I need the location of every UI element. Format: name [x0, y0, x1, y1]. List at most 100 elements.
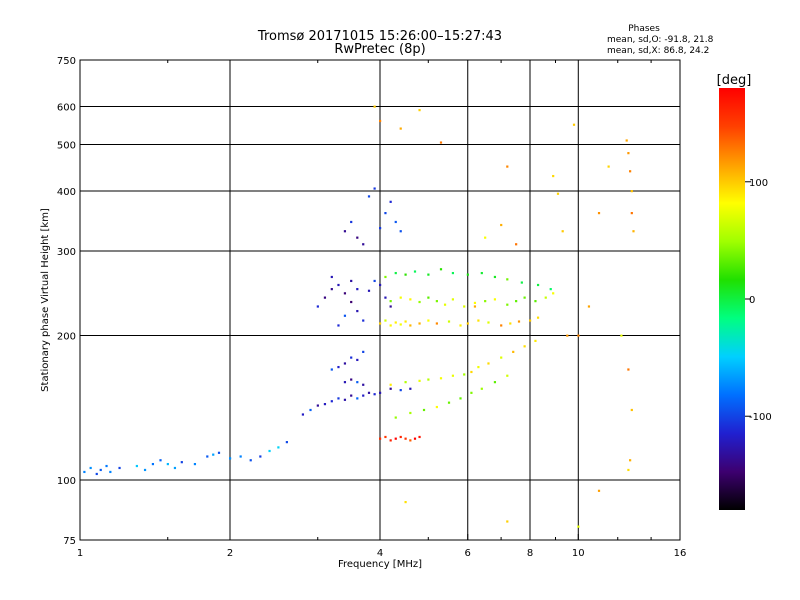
data-point [409, 324, 412, 327]
data-point [350, 378, 353, 381]
data-point [627, 152, 630, 155]
data-point [399, 296, 402, 299]
data-point [350, 279, 353, 283]
data-point [409, 387, 412, 390]
data-point [515, 243, 518, 246]
data-point [259, 455, 262, 458]
data-point [566, 334, 569, 337]
data-point [337, 397, 340, 400]
data-point [379, 437, 382, 440]
data-point [399, 435, 402, 439]
data-point [561, 230, 564, 233]
data-point [159, 459, 162, 462]
data-point [212, 453, 215, 456]
data-point [493, 275, 497, 279]
data-point [534, 300, 537, 303]
data-point [337, 324, 340, 327]
data-point [435, 405, 438, 409]
data-point [413, 437, 417, 440]
data-point [356, 236, 359, 239]
data-point [534, 339, 537, 343]
data-point [367, 391, 371, 394]
data-point [523, 296, 526, 299]
data-point [109, 470, 112, 474]
x-tick-label: 10 [572, 548, 585, 559]
data-point [512, 350, 515, 353]
data-point [484, 300, 487, 303]
data-point [350, 356, 353, 359]
y-tick-label: 750 [57, 56, 76, 67]
data-point [151, 462, 155, 466]
data-point [536, 316, 540, 319]
y-axis-label: Stationary phase Virtual Height [km] [40, 208, 51, 392]
data-point [418, 109, 421, 112]
data-point [301, 413, 305, 416]
data-point [389, 387, 392, 390]
colorbar-tick-label: 100 [749, 178, 768, 189]
data-point [350, 300, 353, 304]
data-point [517, 320, 521, 323]
data-point [629, 170, 632, 173]
data-point [206, 455, 209, 458]
y-tick-label: 200 [57, 332, 76, 343]
data-point [473, 305, 477, 308]
data-point [373, 105, 376, 108]
data-point [323, 403, 327, 406]
data-point [552, 174, 555, 178]
data-point [529, 319, 532, 322]
data-point [343, 314, 347, 317]
data-point [463, 305, 466, 308]
data-point [389, 324, 392, 327]
data-point [362, 383, 365, 386]
data-point [607, 165, 610, 168]
data-point [620, 334, 623, 337]
data-point [356, 397, 359, 400]
chart-title: Tromsø 20171015 15:26:00–15:27:43 [257, 29, 502, 44]
data-point [379, 391, 382, 394]
data-point [95, 472, 98, 476]
data-point [362, 394, 365, 397]
colorbar-rect [719, 88, 745, 510]
x-axis-label: Frequency [MHz] [338, 559, 422, 570]
data-point [394, 437, 397, 440]
data-point [506, 303, 509, 306]
x-tick-label: 4 [377, 548, 383, 559]
data-point [544, 296, 547, 299]
data-point [394, 321, 397, 324]
data-point [384, 435, 387, 439]
data-point [506, 520, 509, 523]
data-point [506, 374, 509, 377]
x-tick-label: 8 [527, 548, 533, 559]
data-point [166, 462, 169, 466]
data-point [379, 119, 382, 123]
data-point [506, 278, 509, 281]
x-tick-label: 1 [77, 548, 83, 559]
data-point [330, 400, 333, 403]
data-point [379, 227, 382, 230]
data-point [632, 230, 635, 233]
data-point [487, 321, 490, 324]
data-point [418, 435, 421, 439]
data-point [487, 362, 490, 365]
data-point [173, 466, 177, 470]
phase-stats-heading: Phases [628, 24, 660, 34]
data-point [99, 468, 102, 472]
data-point [399, 389, 402, 392]
data-point [443, 303, 447, 306]
y-tick-label: 600 [57, 103, 76, 114]
data-point [480, 387, 483, 390]
data-point [630, 190, 633, 193]
data-point [356, 381, 359, 384]
data-point [625, 139, 628, 142]
data-point [477, 365, 480, 369]
data-point [193, 462, 197, 466]
data-point [362, 350, 365, 353]
data-point [500, 356, 503, 359]
data-point [477, 319, 480, 322]
y-tick-label: 300 [57, 247, 76, 258]
data-point [493, 381, 497, 384]
data-point [394, 220, 397, 224]
data-point [404, 381, 407, 384]
data-point [413, 270, 417, 273]
